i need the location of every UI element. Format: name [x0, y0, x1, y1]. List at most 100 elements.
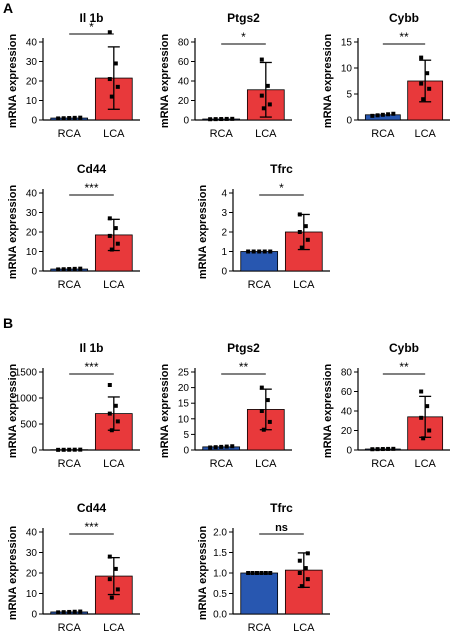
- y-tick-label: 25: [178, 368, 190, 379]
- data-point: [78, 609, 83, 614]
- data-point: [303, 224, 308, 229]
- data-point: [109, 428, 114, 433]
- data-point: [208, 445, 213, 450]
- y-tick-label: 40: [341, 407, 353, 418]
- y-tick-label: 4: [221, 189, 227, 200]
- data-point: [268, 249, 273, 254]
- data-point: [107, 383, 112, 387]
- data-point: [254, 571, 259, 575]
- x-tick-label: RCA: [58, 128, 82, 140]
- data-point: [265, 398, 270, 403]
- y-tick-label: 10: [26, 247, 38, 258]
- y-axis-label: mRNA expression: [7, 364, 19, 459]
- chart-title: Cybb: [389, 341, 419, 355]
- data-point: [67, 267, 72, 272]
- data-point: [56, 447, 61, 452]
- y-tick-label: 10: [26, 589, 38, 600]
- chart-2-a: Cybb mRNA expression 0 5 10 15 RCA LCA **: [322, 11, 450, 140]
- y-tick-label: 0: [31, 116, 37, 127]
- chart-0-a: Il 1b mRNA expression 0 10 20 30 40 RCA LCA *: [7, 11, 140, 140]
- data-point: [305, 237, 310, 242]
- data-point: [305, 551, 310, 556]
- data-point: [262, 249, 267, 254]
- data-point: [109, 247, 114, 252]
- y-tick-label: 0: [183, 116, 189, 127]
- y-tick-label: 60: [341, 387, 353, 398]
- x-tick-label: LCA: [255, 128, 277, 140]
- y-tick-label: 10: [26, 96, 38, 107]
- y-tick-label: 20: [178, 96, 190, 107]
- data-point: [78, 115, 83, 120]
- data-point: [421, 436, 426, 441]
- x-tick-label: LCA: [103, 458, 125, 470]
- data-point: [251, 249, 256, 254]
- chart-title: Tfrc: [270, 501, 293, 515]
- data-point: [246, 571, 251, 575]
- x-tick-label: LCA: [103, 279, 125, 291]
- data-point: [219, 117, 224, 122]
- x-tick-label: RCA: [371, 458, 395, 470]
- y-tick-label: 1500: [15, 368, 38, 379]
- data-point: [67, 116, 72, 121]
- data-point: [375, 447, 380, 452]
- chart-5-b: Il 1b mRNA expression 0 500 1000 1500 RCA LCA **…: [7, 341, 140, 470]
- data-point: [297, 571, 302, 575]
- significance-label: *: [241, 30, 246, 44]
- chart-7-b: Cybb mRNA expression 0 20 40 60 80 RCA LCA **: [322, 341, 450, 470]
- data-point: [78, 447, 83, 452]
- y-tick-label: 60: [178, 57, 190, 68]
- data-point: [213, 117, 218, 122]
- y-tick-label: 30: [26, 57, 38, 68]
- data-point: [259, 57, 264, 62]
- y-tick-label: 20: [26, 228, 38, 239]
- y-axis-label: mRNA expression: [197, 185, 209, 280]
- data-point: [391, 111, 396, 116]
- data-point: [107, 411, 112, 416]
- data-point: [113, 403, 118, 408]
- data-point: [370, 113, 375, 118]
- significance-label: ***: [84, 520, 98, 534]
- data-point: [109, 94, 114, 99]
- data-point: [419, 389, 424, 394]
- y-axis-label: mRNA expression: [7, 34, 19, 129]
- data-point: [299, 584, 304, 589]
- y-tick-label: 15: [178, 399, 190, 410]
- data-point: [56, 267, 61, 272]
- significance-label: ***: [84, 181, 98, 195]
- data-point: [259, 409, 264, 413]
- x-tick-label: LCA: [103, 622, 125, 634]
- y-tick-label: 0.0: [213, 610, 227, 621]
- data-point: [265, 83, 270, 88]
- y-axis-label: mRNA expression: [159, 364, 171, 459]
- data-point: [230, 444, 235, 449]
- chart-title: Cd44: [77, 162, 107, 176]
- data-point: [425, 404, 430, 409]
- chart-title: Il 1b: [79, 341, 103, 355]
- y-tick-label: 0: [346, 446, 352, 457]
- y-tick-label: 5: [346, 90, 352, 101]
- data-point: [250, 571, 255, 575]
- chart-title: Ptgs2: [227, 341, 260, 355]
- significance-label: **: [399, 30, 409, 44]
- data-point: [305, 577, 310, 582]
- data-point: [113, 61, 118, 66]
- y-axis-label: mRNA expression: [322, 364, 334, 459]
- x-tick-label: RCA: [58, 458, 82, 470]
- data-point: [261, 427, 266, 432]
- x-tick-label: RCA: [58, 622, 82, 634]
- data-point: [56, 116, 61, 121]
- chart-9-b: Tfrc mRNA expression 0.0 0.5 1.0 1.5 2.0 RCA LCA…: [197, 501, 330, 634]
- data-point: [380, 112, 385, 117]
- bar-rca: [240, 251, 279, 272]
- data-point: [107, 577, 112, 582]
- y-tick-label: 500: [20, 420, 37, 431]
- data-point: [259, 571, 264, 575]
- significance-label: **: [399, 360, 409, 374]
- data-point: [425, 71, 430, 76]
- data-point: [386, 446, 391, 451]
- data-point: [67, 447, 72, 452]
- x-tick-label: RCA: [210, 128, 234, 140]
- chart-title: Tfrc: [270, 162, 293, 176]
- data-point: [268, 571, 273, 575]
